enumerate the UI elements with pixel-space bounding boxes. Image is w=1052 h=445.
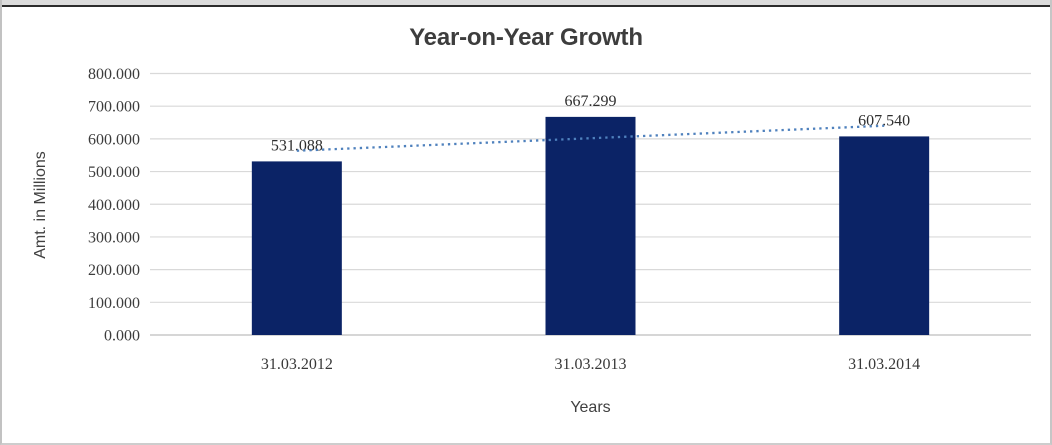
data-label: 531.088 [271, 137, 323, 154]
x-tick-label: 31.03.2013 [555, 356, 627, 373]
x-axis-title: Years [570, 399, 611, 416]
x-tick-label: 31.03.2012 [261, 356, 333, 373]
y-tick-label: 800.000 [88, 66, 140, 83]
bar-31.03.2013 [545, 116, 636, 335]
bar-31.03.2014 [839, 136, 930, 335]
y-tick-label: 0.000 [104, 328, 140, 345]
data-label: 667.299 [565, 93, 617, 110]
y-tick-label: 200.000 [88, 262, 140, 279]
bar-31.03.2012 [251, 161, 342, 335]
y-tick-label: 400.000 [88, 197, 140, 214]
y-tick-label: 300.000 [88, 229, 140, 246]
chart-title: Year-on-Year Growth [409, 24, 643, 51]
y-tick-label: 100.000 [88, 295, 140, 312]
y-tick-label: 500.000 [88, 164, 140, 181]
window-top-border [2, 0, 1050, 7]
x-tick-label: 31.03.2014 [848, 356, 920, 373]
y-tick-label: 700.000 [88, 99, 140, 116]
y-tick-label: 600.000 [88, 131, 140, 148]
